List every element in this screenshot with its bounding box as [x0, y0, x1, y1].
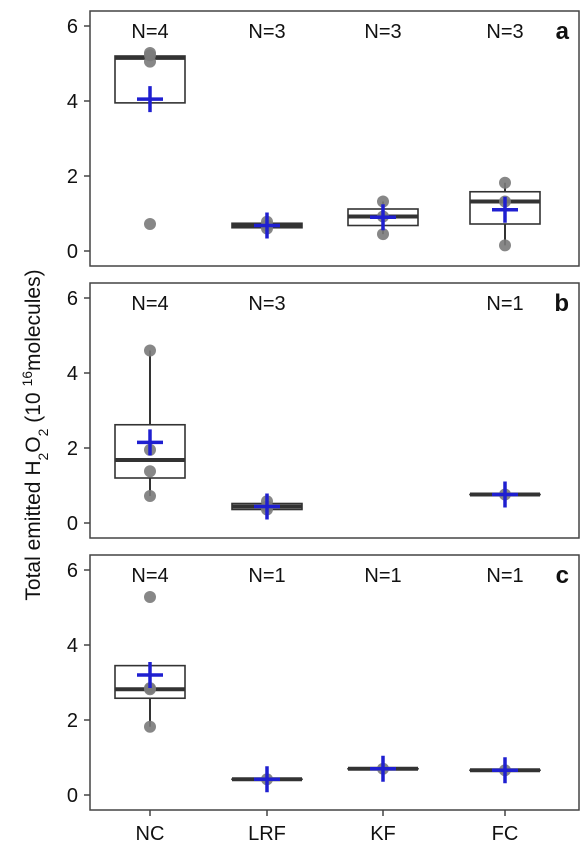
panel-letter: c: [556, 562, 569, 589]
panel-frame: [89, 282, 580, 539]
panel-c: 0 2 4 6 N=4 N=1 N=1 N=1 c: [67, 554, 580, 811]
panel-b: 0 2 4 6 N=4 N=3 N=1 b: [67, 282, 580, 539]
y-label-unit-close: molecules): [22, 269, 45, 371]
y-tick-label: 0: [67, 785, 78, 807]
box-kf: [347, 195, 419, 241]
n-label: N=3: [248, 293, 285, 315]
y-tick-label: 4: [67, 363, 78, 385]
y-tick-label: 6: [67, 16, 78, 38]
box-kf: [347, 755, 419, 782]
box-fc: [469, 481, 541, 508]
y-label-main: Total emitted H: [22, 461, 45, 601]
n-label: N=3: [248, 21, 285, 43]
panel-letter: b: [554, 290, 569, 317]
x-tick-label: FC: [492, 823, 519, 845]
n-label: N=3: [364, 21, 401, 43]
y-label-sub1: 2: [35, 453, 51, 461]
y-tick-label: 0: [67, 513, 78, 535]
data-point: [377, 195, 389, 208]
panel-frame: [89, 10, 580, 267]
n-label: N=1: [364, 565, 401, 587]
n-label: N=1: [486, 565, 523, 587]
panel-a: 0 2 4 6 N=4 N=3 N=3 N=3 a: [67, 10, 580, 267]
box-lrf: [231, 766, 303, 793]
y-tick-label: 4: [67, 635, 78, 657]
n-label: N=1: [486, 293, 523, 315]
y-label-unit-open: (10: [22, 387, 45, 429]
n-label: N=3: [486, 21, 523, 43]
box-nc: [114, 47, 186, 230]
box-fc: [469, 176, 541, 252]
data-point: [144, 720, 156, 733]
y-tick-label: 6: [67, 560, 78, 582]
box-fc: [469, 757, 541, 784]
n-label: N=4: [131, 293, 168, 315]
y-tick-label: 2: [67, 166, 78, 188]
n-label: N=4: [131, 565, 168, 587]
n-label: N=4: [131, 21, 168, 43]
data-point: [499, 176, 511, 189]
x-tick-label: KF: [370, 823, 396, 845]
y-label-sup: 16: [19, 371, 35, 387]
data-point: [377, 228, 389, 241]
data-point: [144, 683, 156, 696]
y-tick-label: 0: [67, 241, 78, 263]
box-lrf: [231, 493, 303, 520]
data-point: [144, 47, 156, 59]
y-tick-label: 2: [67, 438, 78, 460]
data-point: [144, 490, 156, 502]
data-point: [144, 344, 156, 357]
panel-frame: [89, 554, 580, 811]
y-label-sub2: 2: [35, 428, 51, 436]
data-point: [499, 239, 511, 252]
y-tick-label: 6: [67, 288, 78, 310]
y-tick-label: 4: [67, 91, 78, 113]
panel-letter: a: [556, 18, 570, 45]
box-nc: [114, 591, 186, 733]
y-label-mid: O: [22, 436, 45, 452]
data-point: [144, 218, 156, 230]
n-label: N=1: [248, 565, 285, 587]
x-axis: NC LRF KF FC: [136, 810, 519, 845]
box-nc: [114, 344, 186, 502]
panels: 0 2 4 6 N=4 N=3 N=3 N=3 a 0 2 4 6 N=4 N=3 N=1 b 0 2 4 6 N=4 N=…: [67, 10, 580, 811]
data-point: [144, 465, 156, 478]
x-tick-label: NC: [136, 823, 165, 845]
box-lrf: [231, 212, 303, 239]
x-tick-label: LRF: [248, 823, 286, 845]
y-axis-label: Total emitted H2O2 (10 16molecules): [19, 269, 51, 600]
y-tick-label: 2: [67, 710, 78, 732]
data-point: [144, 591, 156, 603]
